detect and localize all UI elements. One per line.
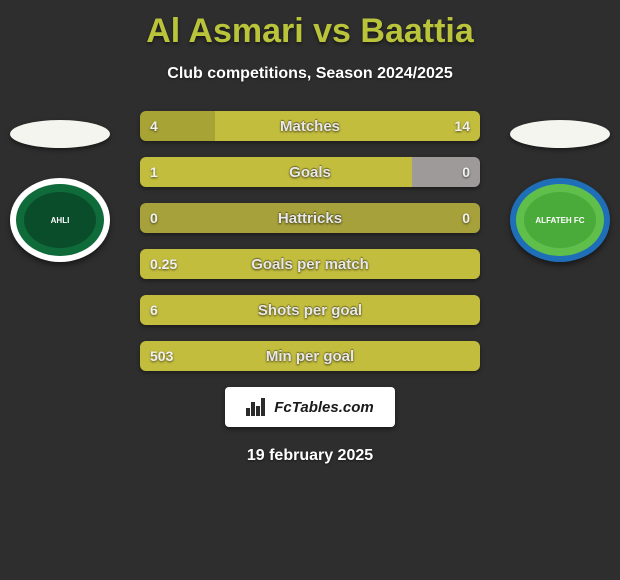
player-left-block: AHLI	[0, 120, 120, 262]
stat-bar-left	[140, 157, 412, 187]
page-title: Al Asmari vs Baattia	[0, 0, 620, 51]
player-left-avatar	[10, 120, 110, 148]
stat-bar-left	[140, 341, 480, 371]
club-left-text: AHLI	[51, 216, 70, 225]
stat-bar-left	[140, 111, 215, 141]
stat-row: Min per goal503	[140, 341, 480, 371]
stat-bar-left	[140, 249, 480, 279]
club-right-inner: ALFATEH FC	[524, 192, 596, 248]
player-right-block: ALFATEH FC	[500, 120, 620, 262]
stat-row: Goals per match0.25	[140, 249, 480, 279]
club-left-badge: AHLI	[10, 178, 110, 262]
brand-logo-icon	[246, 396, 268, 418]
stat-row: Shots per goal6	[140, 295, 480, 325]
stat-row: Goals10	[140, 157, 480, 187]
stat-rows: Matches414 Goals10 Hattricks00 Goals per ma…	[140, 111, 480, 371]
date-text: 19 february 2025	[0, 447, 620, 465]
stat-bar-right	[310, 203, 480, 233]
stat-row: Hattricks00	[140, 203, 480, 233]
stat-bar-left	[140, 295, 480, 325]
stat-row: Matches414	[140, 111, 480, 141]
stat-bar-right	[412, 157, 480, 187]
brand-badge: FcTables.com	[225, 387, 395, 427]
subtitle: Club competitions, Season 2024/2025	[0, 65, 620, 83]
stat-bar-left	[140, 203, 310, 233]
brand-text: FcTables.com	[274, 399, 373, 416]
player-right-avatar	[510, 120, 610, 148]
club-left-inner: AHLI	[24, 192, 96, 248]
club-right-text: ALFATEH FC	[535, 216, 584, 225]
club-right-badge: ALFATEH FC	[510, 178, 610, 262]
stat-bar-right	[215, 111, 480, 141]
